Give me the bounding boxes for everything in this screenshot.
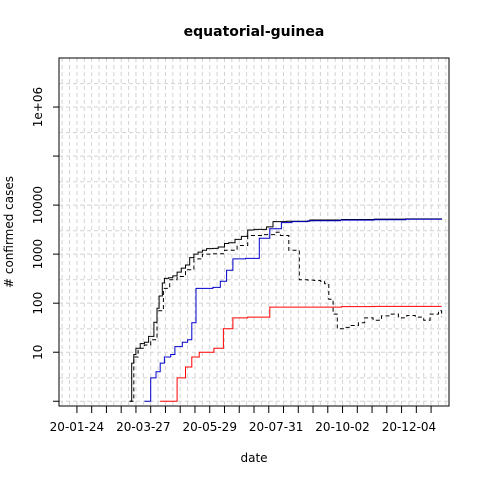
- y-tick-label: 1e+06: [31, 87, 45, 127]
- y-tick-label: 100: [31, 292, 45, 315]
- x-tick-label: 20-10-02: [315, 420, 369, 434]
- y-axis: 10 100 1000 10000 1e+06: [31, 87, 59, 402]
- series-line-3: [160, 305, 442, 402]
- x-tick-label: 20-12-04: [382, 420, 436, 434]
- y-tick-label: 1000: [31, 239, 45, 270]
- grid: [59, 58, 449, 406]
- x-tick-label: 20-03-27: [116, 420, 170, 434]
- series-line-1: [129, 218, 443, 402]
- y-tick-label: 10000: [31, 186, 45, 224]
- x-tick-label: 20-01-24: [50, 420, 104, 434]
- x-axis: 20-01-24 20-03-27 20-05-29 20-07-31 20-10-02…: [50, 406, 436, 434]
- x-tick-label: 20-05-29: [182, 420, 236, 434]
- x-axis-label: date: [240, 451, 267, 465]
- chart-title: equatorial-guinea: [184, 24, 325, 40]
- x-tick-label: 20-07-31: [249, 420, 303, 434]
- series-layer: [129, 218, 443, 402]
- y-tick-label: 10: [31, 345, 45, 360]
- series-line-4: [129, 231, 443, 402]
- y-axis-label: # confirmed cases: [2, 176, 16, 288]
- series-line-2: [144, 218, 443, 402]
